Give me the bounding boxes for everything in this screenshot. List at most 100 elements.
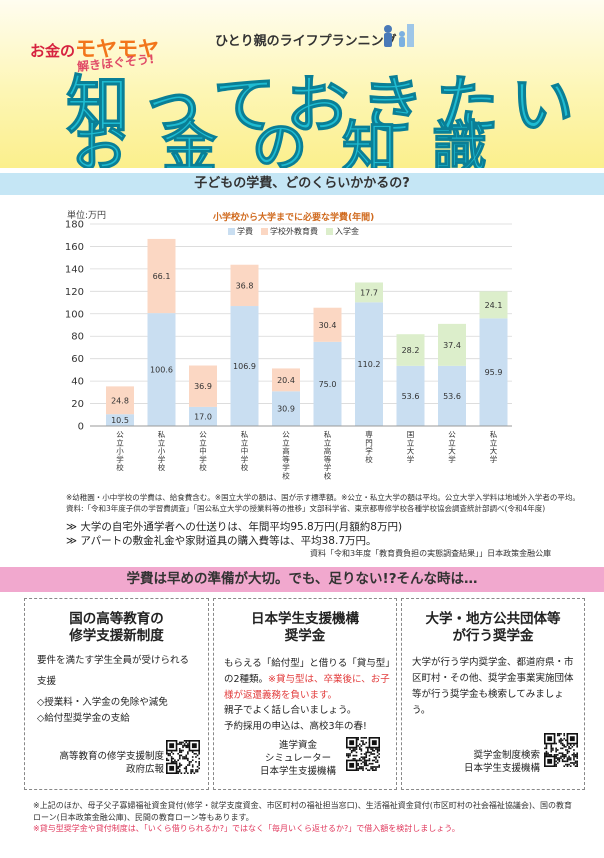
x-tick-label: 私 — [158, 430, 166, 439]
x-tick-label: 学 — [241, 454, 249, 464]
legend-item-tuition: 学費 — [228, 226, 253, 237]
bar-segment-entrance — [438, 323, 466, 366]
page-title-line2: お金の知識 — [71, 115, 523, 168]
x-tick-label: 高 — [282, 446, 290, 456]
x-tick-label: 公 — [116, 430, 124, 439]
tuition-bar-chart: 02040608010012014016018010.524.8公立小学校100… — [65, 220, 512, 481]
legend-item-outside: 学校外教育費 — [261, 226, 318, 237]
data-label: 36.9 — [194, 382, 212, 391]
x-tick-label: 公 — [199, 430, 207, 439]
x-tick-label: 校 — [158, 462, 166, 472]
data-label: 53.6 — [402, 392, 420, 401]
x-tick-label: 公 — [448, 430, 456, 439]
x-tick-label: 私 — [324, 430, 332, 439]
x-tick-label: 中 — [241, 446, 249, 456]
qr-label: 高等教育の修学支援制度 政府広報 — [59, 751, 164, 775]
box-text: 予約採用の申込は、高校3年の春! — [224, 721, 367, 732]
x-tick-label: 学 — [158, 454, 166, 464]
x-tick-label: 立 — [282, 437, 290, 447]
bar-segment-entrance — [355, 282, 383, 303]
x-tick-label: 校 — [365, 454, 373, 464]
chart-title: 小学校から大学までに必要な学費(年間) — [213, 213, 375, 223]
box-text: 支援 — [37, 676, 57, 687]
box-text: 要件を満たす学生全員が受けられる — [37, 655, 190, 666]
x-tick-label: 校 — [324, 471, 332, 481]
bar-segment-outside — [230, 264, 259, 307]
box-text: ◇授業料・入学金の免除や減免 — [37, 697, 168, 708]
box-text: 親子でよく話し合いましょう。 — [224, 705, 357, 716]
source-note: 資料「令和3年度「教育費負担の実態調査結果」」日本政策金融公庫 — [310, 549, 552, 558]
y-tick-label: 0 — [78, 422, 84, 433]
x-tick-label: 立 — [407, 437, 415, 447]
support-box-national: 国の高等教育の 修学支援新制度 要件を満たす学生全員が受けられる 支援 ◇授業料… — [24, 598, 209, 790]
data-label: 24.8 — [111, 396, 129, 405]
bar-segment-tuition — [147, 313, 176, 426]
x-tick-label: 私 — [490, 430, 498, 439]
bar-segment-outside — [147, 238, 176, 314]
data-label: 106.9 — [233, 362, 256, 371]
x-tick-label: 大 — [407, 446, 415, 456]
qr-code-icon[interactable] — [166, 740, 200, 774]
x-tick-label: 等 — [324, 454, 332, 464]
brand-label: ひとり親のライフプランニング — [215, 34, 397, 49]
x-tick-label: 学 — [365, 446, 373, 456]
bullet-allowance: ≫ 大学の自宅外通学者への仕送りは、年間平均95.8万円(月額約8万円) — [66, 521, 403, 533]
data-label: 53.6 — [443, 392, 461, 401]
x-tick-label: 学 — [324, 462, 332, 472]
box-text: もらえる「給付型」と借りる「貸与型」 — [224, 658, 395, 669]
x-tick-label: 学 — [448, 454, 456, 464]
y-tick-label: 40 — [71, 377, 84, 388]
box-text: 大学が行う学内奨学金、都道府県・市区町村・その他、奨学金事業実施団体等が行う奨学… — [412, 657, 574, 716]
box-title: 国の高等教育の 修学支援新制度 — [69, 611, 164, 644]
x-tick-label: 立 — [116, 437, 124, 447]
qr-label: 奨学金制度検索 日本学生支援機構 — [463, 750, 540, 774]
footer-line: ※上記のほか、母子父子寡婦福祉資金貸付(修学・就学支度資金、市区町村の福祉担当窓… — [33, 801, 573, 822]
x-tick-label: 校 — [241, 462, 249, 472]
data-label: 10.5 — [111, 416, 129, 425]
x-tick-label: 校 — [199, 462, 207, 472]
bar-segment-entrance — [479, 291, 508, 319]
box-title: 大学・地方公共団体等 が行う奨学金 — [425, 611, 561, 644]
bar-segment-outside — [272, 368, 300, 392]
x-tick-label: 学 — [407, 454, 415, 464]
tagline-prefix: お金の — [30, 42, 76, 60]
x-tick-label: 学 — [282, 462, 290, 472]
bar-segment-tuition — [479, 318, 508, 426]
page-title-line1: 知っておきたい — [66, 69, 586, 142]
tagline-highlight: モヤモヤ — [75, 37, 160, 61]
qr-code-icon[interactable] — [346, 737, 380, 771]
box-text: の2種類。※貸与型は、卒業後に、お子様が返還義務を負います。 — [224, 674, 390, 701]
data-label: 37.4 — [443, 341, 461, 350]
y-tick-label: 20 — [71, 399, 84, 410]
x-tick-label: 立 — [158, 437, 166, 447]
x-tick-label: 立 — [448, 437, 456, 447]
x-tick-label: 等 — [282, 454, 290, 464]
support-box-jasso: 日本学生支援機構 奨学金 もらえる「給付型」と借りる「貸与型」 の2種類。※貸与… — [213, 598, 397, 790]
x-tick-label: 高 — [324, 446, 332, 456]
x-tick-label: 学 — [116, 454, 124, 464]
x-tick-label: 大 — [490, 446, 498, 456]
y-tick-label: 60 — [71, 354, 84, 365]
data-label: 100.6 — [150, 366, 173, 375]
data-label: 30.4 — [319, 321, 337, 330]
x-tick-label: 立 — [199, 437, 207, 447]
y-tick-label: 80 — [71, 332, 84, 343]
x-tick-label: 大 — [448, 446, 456, 456]
data-label: 95.9 — [485, 368, 503, 377]
data-label: 17.0 — [194, 412, 212, 421]
data-label: 66.1 — [153, 272, 171, 281]
bar-segment-tuition — [313, 341, 342, 426]
y-tick-label: 140 — [65, 264, 84, 275]
y-tick-label: 160 — [65, 242, 84, 253]
question-banner: 子どもの学費、どのくらいかかるの? — [0, 173, 604, 195]
data-label: 30.9 — [277, 405, 295, 414]
support-box-local: 大学・地方公共団体等 が行う奨学金 大学が行う学内奨学金、都道府県・市区町村・そ… — [401, 598, 585, 790]
preparation-banner: 学費は早めの準備が大切。でも、足りない!?そんな時は… — [0, 567, 604, 592]
qr-code-icon[interactable] — [544, 733, 578, 767]
bar-segment-tuition — [106, 414, 134, 426]
bar-segment-tuition — [272, 391, 300, 426]
legend-item-entrance: 入学金 — [326, 226, 359, 237]
bar-segment-outside — [189, 365, 217, 407]
data-label: 75.0 — [319, 380, 337, 389]
x-tick-label: 校 — [282, 471, 290, 481]
